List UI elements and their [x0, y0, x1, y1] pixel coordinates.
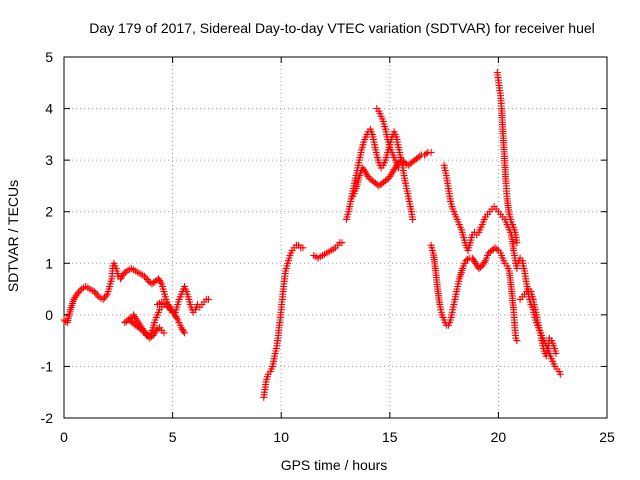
x-tick-label: 5	[169, 429, 177, 445]
y-tick-label: 0	[45, 307, 53, 323]
y-tick-label: -2	[41, 410, 54, 426]
y-tick-label: -1	[41, 358, 54, 374]
data-point	[513, 337, 521, 345]
data-point	[143, 276, 151, 284]
data-series	[60, 69, 564, 401]
data-point	[75, 289, 82, 296]
data-point	[154, 325, 162, 333]
data-point	[552, 350, 560, 357]
data-point	[480, 258, 488, 266]
data-point	[556, 370, 564, 378]
chart-title: Day 179 of 2017, Sidereal Day-to-day VTE…	[89, 20, 595, 36]
data-point	[463, 255, 471, 263]
series-arc-14	[516, 285, 560, 360]
data-point	[422, 150, 430, 158]
y-tick-label: 1	[45, 255, 53, 271]
x-tick-label: 20	[491, 429, 507, 445]
y-tick-label: 4	[45, 101, 53, 117]
data-point	[409, 215, 417, 223]
series-arc-8	[349, 148, 435, 200]
series-arc-11	[440, 161, 521, 272]
x-tick-label: 25	[599, 429, 615, 445]
data-point	[181, 329, 188, 337]
y-tick-label: 2	[45, 204, 53, 220]
data-point	[395, 164, 402, 172]
x-tick-label: 0	[60, 429, 68, 445]
data-point	[513, 264, 521, 272]
data-point	[165, 304, 173, 312]
series-arc-9	[373, 105, 402, 172]
data-point	[99, 295, 107, 303]
data-point	[93, 291, 101, 299]
data-point	[76, 287, 84, 295]
data-point	[92, 289, 100, 297]
plot-frame	[63, 56, 608, 419]
data-point	[102, 292, 110, 300]
data-point	[142, 274, 150, 282]
y-tick-label: 5	[45, 49, 53, 65]
x-tick-label: 10	[273, 429, 289, 445]
data-point	[493, 245, 501, 253]
y-tick-label: 3	[45, 152, 53, 168]
y-axis-label: SDTVAR / TECUs	[5, 180, 21, 292]
data-point	[513, 239, 521, 247]
data-point	[299, 244, 307, 252]
data-point	[121, 268, 129, 276]
data-point	[416, 152, 424, 160]
data-point	[180, 327, 187, 335]
data-point	[157, 278, 165, 286]
series-arc-10	[427, 241, 521, 345]
data-point	[164, 302, 171, 310]
series-arc-5	[260, 241, 307, 401]
data-point	[73, 290, 81, 298]
series-arc-3	[125, 301, 174, 339]
x-axis-label: GPS time / hours	[281, 457, 388, 473]
data-point	[143, 330, 151, 338]
tick-labels: 0 5 10 15 20 25 -2 -1 0 1 2 3 4 5	[41, 49, 615, 445]
x-tick-label: 15	[382, 429, 398, 445]
series-arc-12	[493, 69, 521, 247]
data-point	[427, 148, 435, 156]
data-point	[160, 329, 168, 337]
series-arc-6	[310, 239, 346, 262]
series-arc-4	[153, 283, 212, 319]
data-point	[140, 272, 148, 280]
series-arc-7	[342, 125, 417, 223]
data-point	[204, 295, 212, 303]
data-point	[338, 239, 346, 247]
